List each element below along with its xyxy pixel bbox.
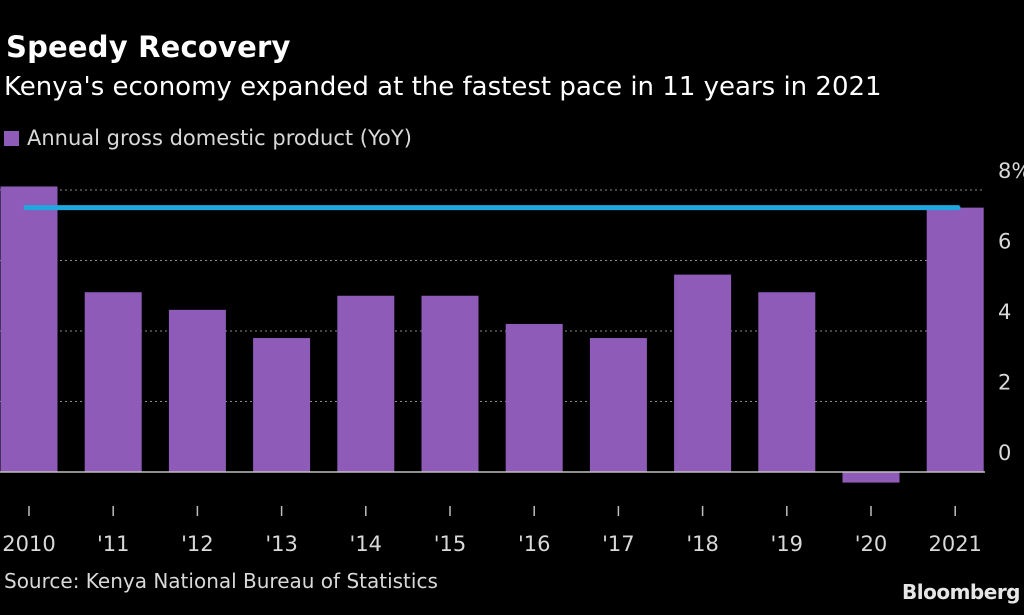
bar-2	[168, 309, 226, 472]
y-tick-label-0: 0	[998, 441, 1011, 465]
x-tick-label-5: '15	[434, 532, 467, 556]
bar-9	[758, 292, 816, 472]
x-tick-label-11: 2021	[928, 532, 981, 556]
bar-11	[926, 207, 984, 472]
legend-label: Annual gross domestic product (YoY)	[27, 126, 412, 150]
x-tick-label-2: '12	[181, 532, 214, 556]
x-tick-label-4: '14	[350, 532, 383, 556]
x-tick-label-3: '13	[265, 532, 298, 556]
y-tick-label-4: 4	[998, 300, 1011, 324]
bar-10	[842, 472, 900, 483]
bar-1	[84, 292, 142, 472]
x-tick-label-7: '17	[602, 532, 635, 556]
x-tick-label-8: '18	[686, 532, 719, 556]
bar-5	[421, 295, 479, 472]
source-note: Source: Kenya National Bureau of Statist…	[4, 569, 438, 593]
bar-8	[674, 274, 732, 472]
bar-3	[253, 338, 311, 472]
x-tick-label-1: '11	[97, 532, 130, 556]
bar-0	[0, 186, 58, 472]
y-tick-label-2: 2	[998, 371, 1011, 395]
bloomberg-logo: Bloomberg	[902, 580, 1020, 604]
x-tick-label-6: '16	[518, 532, 551, 556]
bar-6	[505, 323, 563, 472]
chart-subtitle: Kenya's economy expanded at the fastest …	[4, 72, 882, 102]
x-tick-label-9: '19	[771, 532, 804, 556]
x-tick-label-0: 2010	[2, 532, 55, 556]
bar-7	[589, 338, 647, 472]
y-tick-label-8: 8%	[998, 159, 1024, 183]
chart-title: Speedy Recovery	[6, 30, 291, 64]
legend-swatch	[4, 130, 19, 146]
x-tick-label-10: '20	[855, 532, 888, 556]
y-tick-label-6: 6	[998, 230, 1011, 254]
bar-4	[337, 295, 395, 472]
legend: Annual gross domestic product (YoY)	[4, 126, 412, 150]
